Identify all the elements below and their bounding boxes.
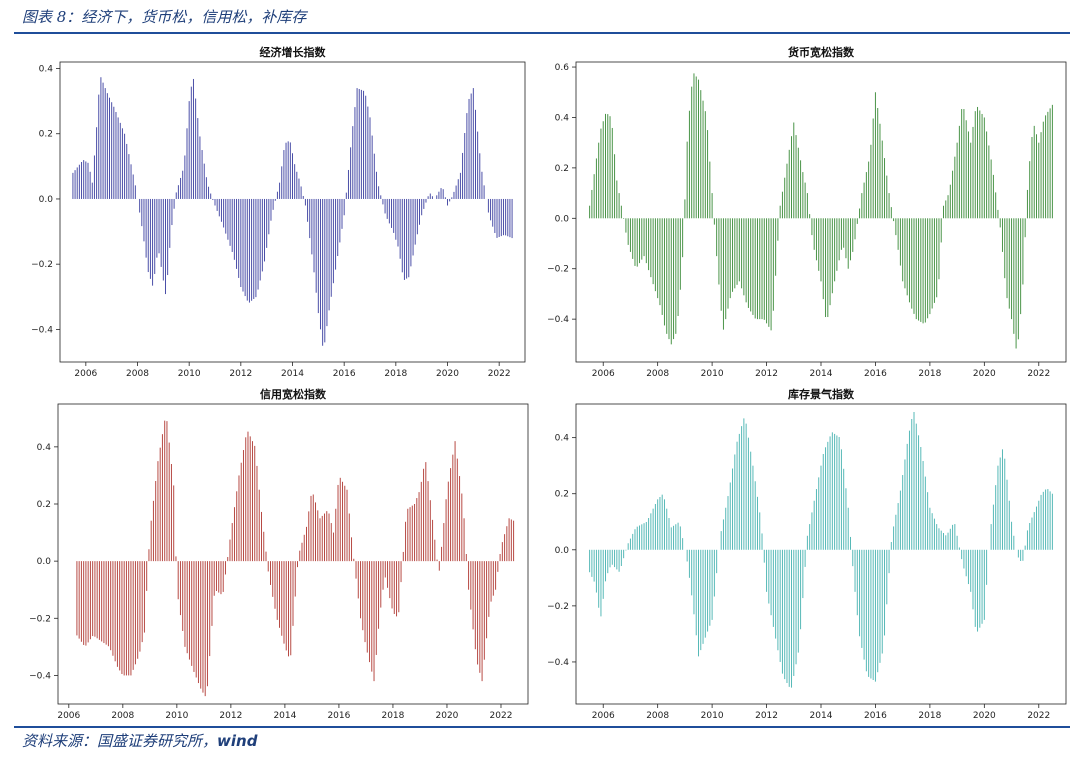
chart-svg: 库存景气指数 −0.4 −0.2 0.0 0.2 0.4 2006 2008 2010 2012 2… [547, 387, 1067, 721]
chart-title: 信用宽松指数 [260, 387, 327, 401]
y-tick-label: −0.4 [547, 315, 569, 325]
chart-panel-monetary-easing: 货币宽松指数 −0.4 −0.2 0.0 0.2 0.4 0.6 2006 2008 2010 20… [540, 40, 1080, 380]
x-tick-label: 2014 [810, 369, 833, 379]
y-tick-label: 0.4 [555, 434, 570, 444]
y-tick-label: 0.2 [555, 164, 569, 174]
y-tick-label: 0.0 [37, 557, 52, 567]
x-tick-label: 2020 [973, 711, 996, 721]
chart-panel-economic-growth: 经济增长指数 −0.4 −0.2 0.0 0.2 0.4 2006 2008 2010 2012 2… [0, 40, 540, 380]
y-tick-label: −0.2 [547, 265, 569, 275]
x-tick-label: 2022 [1027, 369, 1050, 379]
chart-panel-credit-easing: 信用宽松指数 −0.4 −0.2 0.0 0.2 0.4 2006 2008 2010 2012 2… [0, 382, 540, 722]
source-suffix: wind [217, 732, 258, 750]
y-tick-label: −0.2 [31, 260, 53, 270]
x-tick-label: 2022 [490, 711, 513, 721]
y-tick-label: 0.4 [39, 65, 54, 75]
x-tick-label: 2010 [178, 369, 201, 379]
chart-svg: 信用宽松指数 −0.4 −0.2 0.0 0.2 0.4 2006 2008 2010 2012 2… [29, 387, 529, 721]
y-tick-label: −0.2 [547, 602, 569, 612]
y-tick-label: −0.4 [31, 325, 53, 335]
source-prefix: 资料来源：国盛证券研究所， [22, 732, 218, 750]
x-tick-label: 2008 [646, 711, 669, 721]
chart-title: 经济增长指数 [260, 45, 327, 59]
x-tick-label: 2016 [864, 369, 887, 379]
x-tick-label: 2020 [436, 369, 459, 379]
top-divider [14, 32, 1070, 34]
bar-series [589, 73, 1053, 349]
source-note: 资料来源：国盛证券研究所，wind [22, 730, 257, 751]
y-tick-label: 0.0 [555, 214, 570, 224]
y-tick-label: 0.2 [37, 500, 51, 510]
plot-frame [575, 403, 1067, 705]
x-tick-label: 2018 [381, 711, 404, 721]
x-tick-label: 2014 [281, 369, 304, 379]
x-tick-label: 2012 [219, 711, 242, 721]
bar-series [589, 411, 1053, 688]
x-tick-label: 2008 [111, 711, 134, 721]
y-tick-label: 0.0 [39, 195, 54, 205]
x-tick-label: 2016 [864, 711, 887, 721]
x-tick-label: 2016 [333, 369, 356, 379]
x-tick-label: 2018 [918, 711, 941, 721]
x-tick-label: 2010 [701, 369, 724, 379]
x-tick-label: 2008 [126, 369, 149, 379]
bar-series [76, 420, 515, 697]
plot-frame [57, 403, 529, 705]
x-tick-label: 2006 [57, 711, 80, 721]
x-tick-label: 2006 [592, 711, 615, 721]
x-tick-label: 2018 [918, 369, 941, 379]
y-tick-label: 0.6 [555, 63, 570, 73]
y-tick-label: 0.4 [37, 443, 52, 453]
x-tick-label: 2010 [165, 711, 188, 721]
x-tick-label: 2012 [229, 369, 252, 379]
x-tick-label: 2006 [592, 369, 615, 379]
x-tick-label: 2018 [384, 369, 407, 379]
y-tick-label: 0.2 [555, 490, 569, 500]
x-tick-label: 2014 [810, 711, 833, 721]
chart-svg: 经济增长指数 −0.4 −0.2 0.0 0.2 0.4 2006 2008 2010 2012 2… [31, 45, 526, 379]
bottom-divider [14, 726, 1070, 728]
bar-series [72, 77, 513, 346]
chart-panel-inventory-cycle: 库存景气指数 −0.4 −0.2 0.0 0.2 0.4 2006 2008 2010 2012 2… [540, 382, 1080, 722]
x-tick-label: 2020 [973, 369, 996, 379]
x-tick-label: 2020 [436, 711, 459, 721]
chart-title: 货币宽松指数 [787, 45, 855, 59]
figure-title: 图表 8：经济下，货币松，信用松，补库存 [22, 8, 307, 26]
y-tick-label: 0.4 [555, 113, 570, 123]
y-tick-label: −0.4 [547, 658, 569, 668]
x-tick-label: 2012 [755, 369, 778, 379]
x-tick-label: 2012 [755, 711, 778, 721]
x-tick-label: 2022 [488, 369, 511, 379]
x-tick-label: 2006 [74, 369, 97, 379]
x-tick-label: 2014 [273, 711, 296, 721]
plot-frame [575, 61, 1067, 363]
x-tick-label: 2010 [701, 711, 724, 721]
x-tick-label: 2008 [646, 369, 669, 379]
y-tick-label: −0.4 [29, 671, 51, 681]
chart-title: 库存景气指数 [788, 387, 855, 401]
y-tick-label: −0.2 [29, 614, 51, 624]
y-tick-label: 0.0 [555, 546, 570, 556]
x-tick-label: 2022 [1027, 711, 1050, 721]
plot-frame [59, 61, 526, 363]
x-tick-label: 2016 [327, 711, 350, 721]
chart-svg: 货币宽松指数 −0.4 −0.2 0.0 0.2 0.4 0.6 2006 2008 2010 20… [547, 45, 1067, 379]
y-tick-label: 0.2 [39, 130, 53, 140]
